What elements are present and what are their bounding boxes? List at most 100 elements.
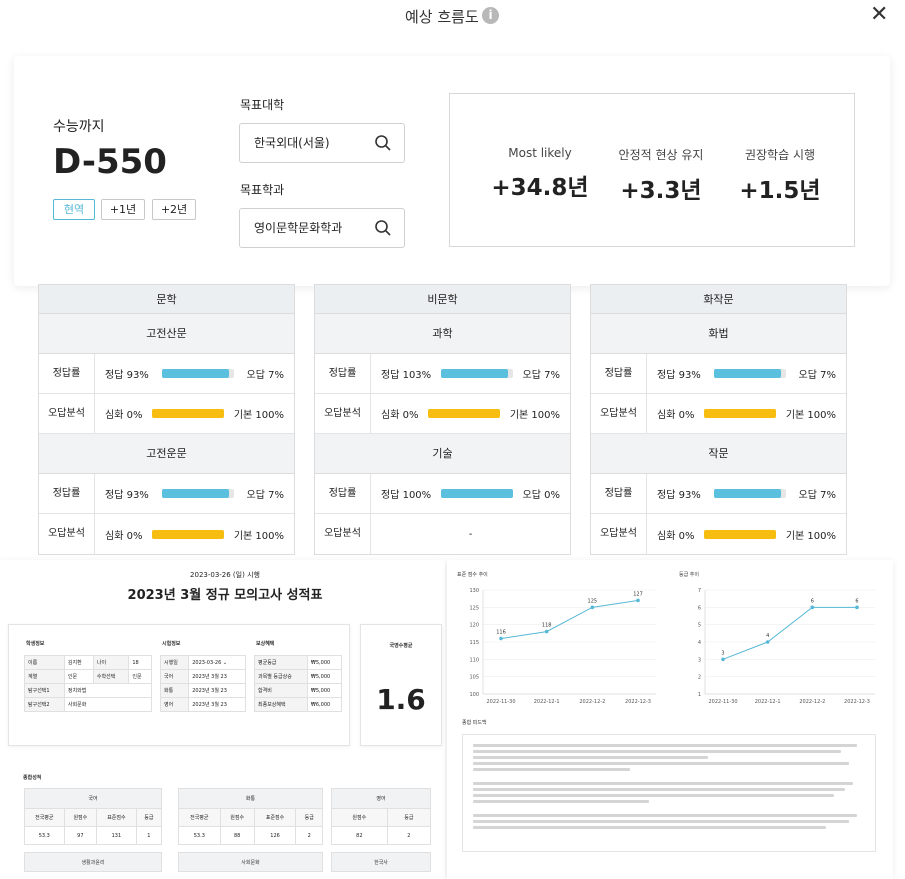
close-icon[interactable]: ✕ [870, 2, 889, 27]
text-line [473, 826, 826, 829]
correct-rate-row: 정답률 정답 93% 오답 7% [39, 354, 294, 394]
prediction-label: Most likely [508, 146, 572, 160]
analysis-row: 오답분석 심화 0% 기본 100% [591, 514, 846, 554]
block-title: 화통 [178, 788, 323, 809]
correct-rate-bar [440, 489, 513, 498]
korean-avg-value: 1.6 [376, 683, 426, 716]
score-block: 영어 원점수 등급 82 2 [331, 788, 432, 845]
text-line [473, 794, 834, 797]
grade-trend-chart: 등급 추이 1 2 3 4 5 6 7 3 2022-11-30 4 2022-12-1 6 2022-1… [679, 571, 875, 705]
col-header: 원점수 [331, 808, 388, 827]
analysis-fill [152, 529, 225, 539]
dday-label: 수능까지 [53, 119, 105, 135]
student-info-label: 학생정보 [26, 641, 45, 647]
table-row: 53.3 97 131 1 [24, 826, 163, 845]
analysis-row: 오답분석 심화 0% 기본 100% [39, 514, 294, 554]
report-title: 2023년 3월 정규 모의고사 성적표 [127, 588, 323, 603]
table-row: 국어 2023년 3월 23 [159, 669, 246, 684]
cell: 계열 [24, 669, 65, 684]
y-tick-label: 1 [698, 692, 701, 698]
summary-feedback-text [462, 734, 876, 852]
prediction-value: +1.5년 [739, 178, 821, 204]
year-button-current[interactable]: 현역 [53, 199, 95, 220]
text-line [473, 756, 709, 759]
table-row: 영어 [331, 788, 431, 809]
data-label: 6 [811, 598, 814, 604]
correct-rate-bar [161, 489, 234, 498]
data-point [765, 640, 770, 644]
row-label: 정답률 [315, 354, 371, 393]
col-header: 전국평균 [178, 808, 221, 827]
cell: ₩5,000 [306, 655, 343, 670]
cell: 2023년 3월 23 [188, 683, 246, 698]
x-tick-label: 2022-12-2 [579, 699, 605, 705]
correct-rate-bar [161, 369, 234, 378]
row-label: 오답분석 [591, 394, 647, 433]
info-icon[interactable]: i [482, 7, 499, 24]
target-univ-input[interactable]: 한국외대(서울) [239, 123, 405, 163]
cell: 2023년 3월 23 [188, 669, 246, 684]
correct-left: 정답 103% [381, 370, 432, 381]
cell: 131 [96, 826, 137, 845]
table-row: 전국평균 원점수 표준점수 등급 [178, 808, 323, 827]
correct-rate-bar [713, 489, 786, 498]
row-label: 정답률 [315, 474, 371, 513]
table-row: 탐구선택1 정치와법 [24, 683, 153, 698]
total-score-label: 종합성적 [23, 775, 42, 781]
analysis-left: 심화 0% [381, 410, 419, 421]
correct-rate-row: 정답률 정답 100% 오답 0% [315, 474, 570, 514]
table-row: 과목별 등급상승 ₩5,000 [254, 669, 343, 684]
correct-left: 정답 93% [105, 370, 149, 381]
target-univ-value: 한국외대(서울) [254, 136, 330, 150]
cell: 인문 [128, 669, 152, 684]
cell: 2 [386, 826, 432, 845]
analysis-bar [428, 409, 501, 418]
y-tick-label: 5 [698, 623, 701, 629]
y-tick-label: 120 [469, 623, 479, 629]
year-button-plus1[interactable]: +1년 [101, 199, 145, 220]
correct-rate-bar [440, 369, 513, 378]
row-label: 오답분석 [591, 514, 647, 554]
exam-info-label: 시험정보 [162, 641, 181, 647]
correct-rate-fill [713, 489, 781, 498]
text-line [473, 820, 850, 823]
cell: ₩6,000 [306, 697, 343, 712]
y-tick-label: 100 [469, 692, 479, 698]
cell: 1 [135, 826, 163, 845]
cell: 합격비 [254, 683, 308, 698]
y-tick-label: 3 [698, 657, 701, 663]
cell: ₩5,000 [306, 669, 343, 684]
target-dept-input[interactable]: 영이문학문화학과 [239, 208, 405, 248]
cell: 수학선택 [92, 669, 130, 684]
correct-rate-row: 정답률 정답 103% 오답 7% [315, 354, 570, 394]
table-row: 이름 김지환 나이 18 [24, 655, 152, 670]
text-line [473, 782, 854, 785]
analysis-bar [152, 529, 225, 539]
correct-left: 정답 93% [657, 490, 701, 501]
section-title: 작문 [591, 434, 846, 474]
x-tick-label: 2022-12-1 [755, 699, 781, 705]
cell: 나이 [92, 655, 130, 670]
col-header: 표준점수 [96, 808, 137, 827]
bottom-block-title: 생활과윤리 [24, 852, 162, 872]
data-label: 6 [855, 598, 858, 604]
analysis-right: 기본 100% [785, 410, 836, 421]
text-line [473, 762, 850, 765]
bonus-info-label: 보상혜택 [256, 641, 275, 647]
section-title: 고전산문 [39, 314, 294, 354]
search-icon[interactable] [374, 134, 392, 152]
exam-info-table: 시행일 2023-03-26 ⌄ 국어 2023년 3월 23 화통 2023년 3월… [159, 655, 246, 712]
table-row: 시행일 2023-03-26 ⌄ [159, 655, 246, 670]
search-icon[interactable] [374, 219, 392, 237]
correct-right: 오답 7% [798, 490, 836, 501]
prediction-panel: Most likely +34.8년 안정적 현상 유지 +3.3년 권장학습 … [449, 93, 855, 247]
correct-right: 오답 7% [246, 370, 284, 381]
year-button-plus2[interactable]: +2년 [152, 199, 196, 220]
analysis-row: 오답분석 심화 0% 기본 100% [39, 394, 294, 434]
analysis-left: 심화 0% [657, 530, 695, 542]
table-row: 합격비 ₩5,000 [254, 683, 343, 698]
data-label: 118 [542, 623, 552, 629]
exam-date-select[interactable]: 2023-03-26 ⌄ [188, 655, 246, 670]
data-label: 127 [633, 591, 643, 597]
analysis-bar [704, 529, 777, 539]
